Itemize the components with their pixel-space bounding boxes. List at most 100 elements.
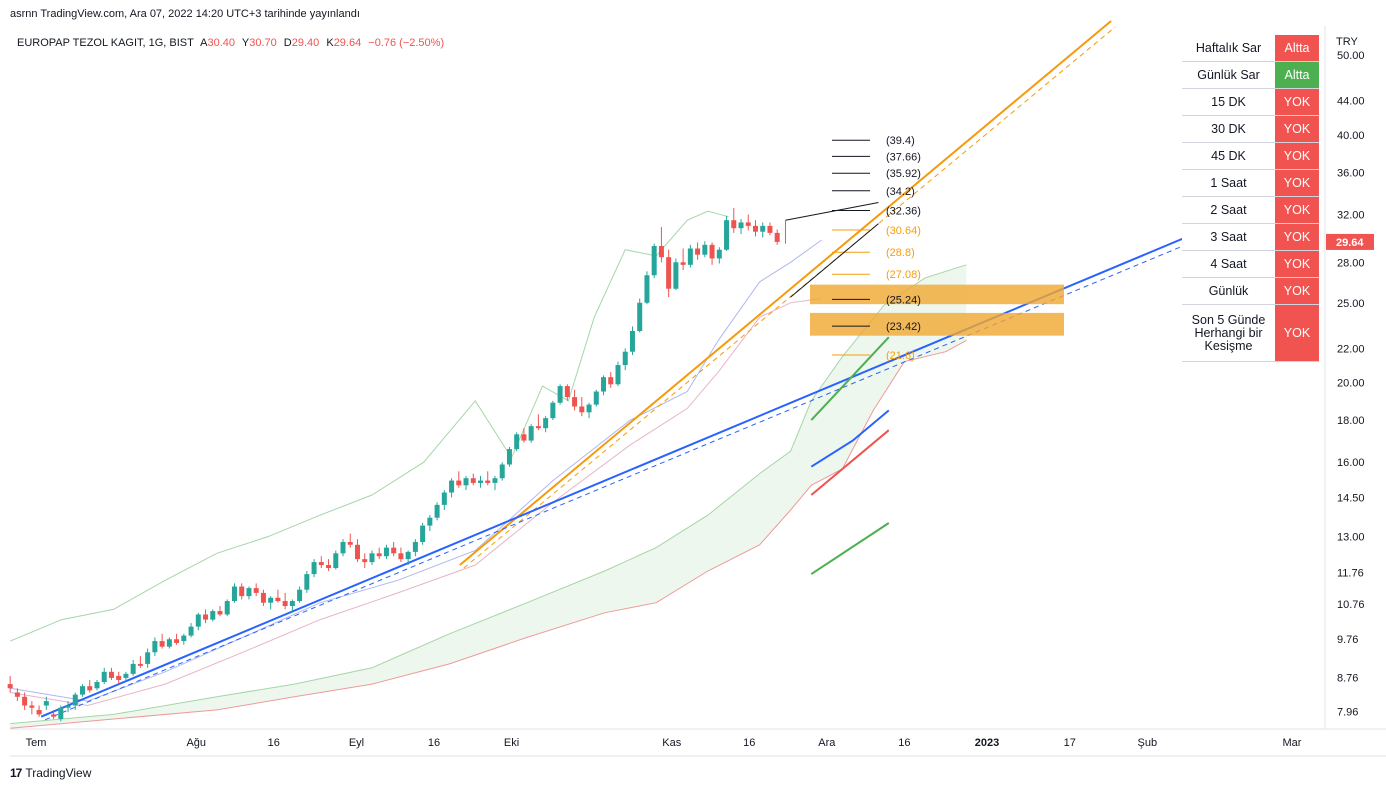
time-tick-label: 16 — [743, 737, 755, 749]
candle — [145, 648, 151, 668]
signal-row: Günlük Sar Altta — [1182, 61, 1319, 89]
candle — [412, 539, 418, 557]
tradingview-mark-icon: 17 — [10, 766, 22, 780]
candle — [362, 553, 368, 569]
price-tick-label: 11.76 — [1337, 567, 1364, 579]
signal-row: Son 5 Günde Herhangi bir Kesişme YOK — [1182, 304, 1319, 362]
candle — [745, 214, 751, 231]
candle-body — [586, 404, 592, 413]
candle — [268, 596, 274, 610]
drawn-segment — [810, 429, 890, 496]
signal-label: Günlük Sar — [1182, 61, 1275, 89]
candle-body — [239, 586, 245, 597]
signal-value: YOK — [1275, 169, 1319, 197]
price-zone — [810, 312, 1064, 336]
candle-body — [369, 553, 375, 563]
price-tick-label: 13.00 — [1337, 531, 1365, 543]
candle-body — [362, 559, 368, 563]
candle — [601, 375, 607, 396]
candle-body — [137, 663, 143, 666]
candle-body — [456, 480, 462, 486]
legend-close-label: K — [326, 37, 334, 49]
candle — [579, 397, 585, 417]
candle — [564, 384, 570, 401]
time-tick-label: Eki — [504, 737, 519, 749]
candle — [51, 709, 57, 719]
candle-body — [275, 597, 281, 602]
candle-body — [145, 652, 151, 664]
time-axis[interactable]: Tem Ağu 16 Eyl 16 Eki Kas 16 Ara 16 2023 17 Şub Mar — [26, 737, 1302, 749]
candle — [738, 219, 744, 235]
candle — [231, 583, 237, 603]
candle-body — [65, 705, 71, 708]
candle-body — [14, 692, 20, 697]
candle — [376, 547, 382, 560]
fib-level-label: (23.42) — [886, 321, 921, 333]
candle — [687, 244, 693, 268]
fib-level-label: (32.36) — [886, 206, 921, 218]
tenkan-line — [10, 239, 822, 702]
candle-body — [268, 597, 274, 603]
signal-label: Günlük — [1182, 277, 1275, 305]
zones — [810, 284, 1064, 336]
candle — [137, 656, 143, 668]
candle — [340, 539, 346, 557]
candle — [101, 667, 107, 685]
candle-body — [58, 707, 64, 719]
candle — [318, 556, 324, 569]
candle — [427, 515, 433, 531]
candle-body — [108, 671, 114, 678]
candle-body — [535, 426, 541, 429]
signal-label: 45 DK — [1182, 142, 1275, 170]
candle — [210, 609, 216, 622]
candle-body — [572, 397, 578, 407]
legend-low-value: 29.40 — [292, 37, 320, 49]
signal-label: Son 5 Günde Herhangi bir Kesişme — [1182, 304, 1275, 362]
candle — [383, 544, 389, 560]
candle — [774, 229, 780, 245]
cloud-fill — [10, 264, 967, 729]
candle-body — [311, 562, 317, 575]
price-tick-label: 44.00 — [1337, 96, 1365, 108]
time-tick-label: 17 — [1064, 737, 1076, 749]
candle-body — [159, 641, 165, 647]
legend-high-value: 30.70 — [249, 37, 277, 49]
candle-body — [543, 418, 549, 429]
candle — [695, 242, 701, 260]
fib-level-label: (27.08) — [886, 269, 921, 281]
price-tick-label: 28.00 — [1337, 257, 1365, 269]
signal-row: 15 DK YOK — [1182, 88, 1319, 116]
svg-text:EUROPAP TEZOL KAGIT, 1G, BIST: EUROPAP TEZOL KAGIT, 1G, BIST A30.40 Y30… — [17, 37, 444, 49]
price-axis[interactable]: 50.00 44.00 40.00 36.00 32.00 28.00 25.00 22.00… — [1337, 50, 1365, 719]
fib-level-label: (25.24) — [886, 294, 921, 306]
signal-row: 45 DK YOK — [1182, 142, 1319, 170]
candle — [239, 583, 245, 600]
signal-row: 2 Saat YOK — [1182, 196, 1319, 224]
candle-body — [174, 639, 180, 643]
candle-body — [760, 225, 766, 232]
candle-body — [601, 377, 607, 392]
candle-body — [485, 480, 491, 483]
candle-body — [528, 426, 534, 441]
candle-body — [405, 551, 411, 560]
price-tick-label: 40.00 — [1337, 130, 1365, 142]
tradingview-logo[interactable]: 17 TradingView — [10, 766, 91, 780]
candle-body — [629, 331, 635, 352]
candle — [752, 220, 758, 237]
candle-body — [289, 601, 295, 607]
candle — [557, 384, 563, 405]
candle-body — [745, 222, 751, 226]
candle-body — [687, 248, 693, 265]
candle-body — [680, 262, 686, 265]
signal-value: Altta — [1275, 61, 1319, 89]
candle — [731, 207, 737, 233]
candle-body — [217, 611, 223, 615]
candle — [80, 684, 86, 697]
candle-body — [22, 696, 28, 706]
price-tick-label: 7.96 — [1337, 707, 1358, 719]
candle — [760, 222, 766, 238]
candle-body — [72, 694, 78, 706]
candles — [7, 207, 780, 722]
candle-body — [87, 686, 93, 691]
